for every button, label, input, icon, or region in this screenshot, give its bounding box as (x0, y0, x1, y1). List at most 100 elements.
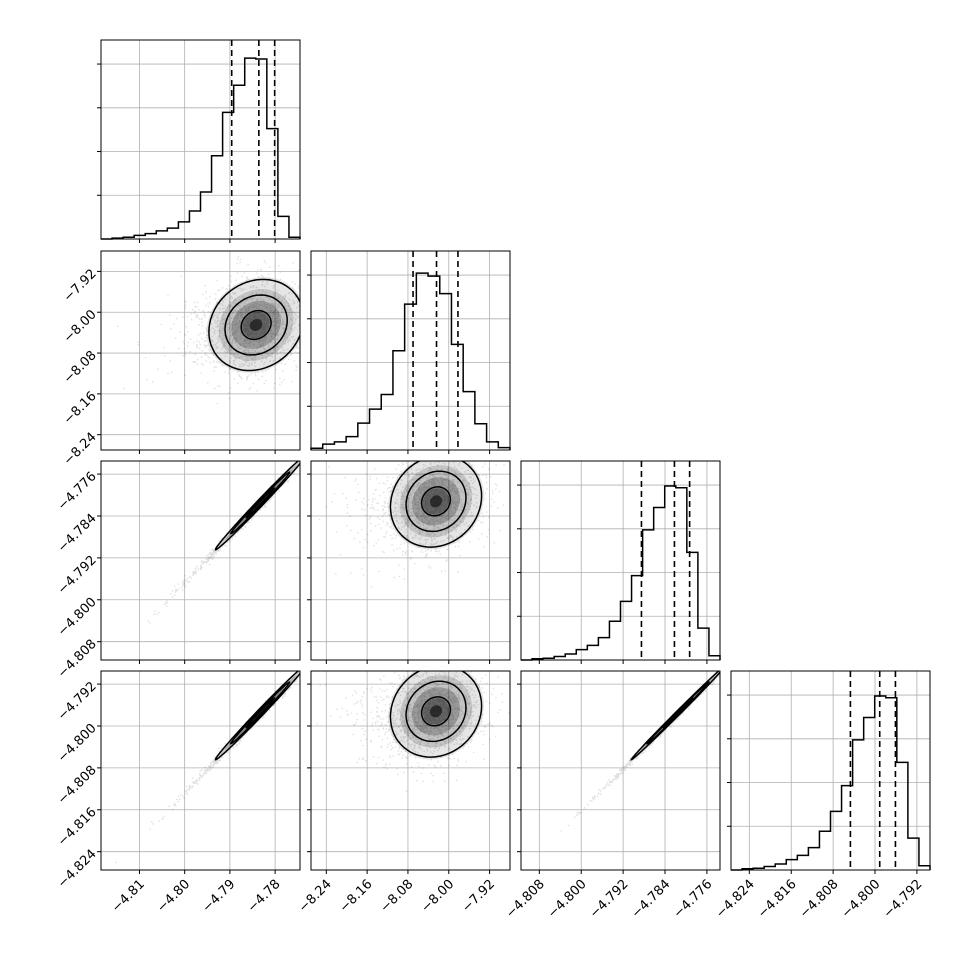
x-tick-label: −4.80 (154, 877, 193, 916)
y-tick-label: −4.824 (55, 847, 100, 892)
contour-1 (230, 471, 291, 535)
y-tick-label: −4.784 (55, 511, 100, 556)
x-tick-label: −4.800 (545, 877, 590, 922)
y-tick-label: −4.792 (55, 553, 100, 598)
scatter-panel-3-1 (307, 670, 511, 874)
grid (521, 461, 720, 660)
x-tick-label: −4.808 (797, 877, 842, 922)
x-tick-label: −4.78 (245, 877, 284, 916)
scatter-panel-3-0 (97, 670, 301, 874)
contour-0 (208, 278, 300, 372)
y-tick-label: −8.16 (61, 389, 100, 428)
x-tick-label: −8.24 (296, 877, 335, 916)
y-tick-label: −4.808 (55, 637, 100, 682)
y-tick-label: −4.808 (55, 763, 100, 808)
scatter-points (116, 256, 300, 405)
contour-0 (629, 671, 720, 761)
y-tick-label: −8.08 (61, 348, 100, 387)
ticks (727, 694, 918, 874)
ticks (517, 484, 708, 664)
histogram-step (101, 57, 301, 240)
contour-0 (214, 671, 300, 761)
y-tick-label: −8.00 (61, 307, 100, 346)
grid (101, 251, 300, 450)
density-level-4 (254, 496, 267, 509)
density (147, 461, 300, 624)
x-tick-label: −4.800 (839, 877, 884, 922)
scatter-panel-1-0 (97, 250, 301, 454)
x-tick-label: −4.784 (629, 877, 674, 922)
contour-0 (389, 461, 483, 548)
density (115, 671, 300, 864)
x-tick-label: −4.79 (200, 877, 239, 916)
x-tick-label: −4.776 (671, 877, 716, 922)
y-tick-label: −4.816 (55, 805, 100, 850)
x-tick-label: −4.824 (713, 877, 758, 922)
panel-frame (520, 460, 721, 661)
panel-frame (100, 250, 301, 451)
grid (311, 671, 510, 870)
x-tick-label: −8.00 (418, 877, 457, 916)
x-tick-label: −8.08 (378, 877, 417, 916)
contour-2 (662, 697, 694, 729)
y-tick-label: −4.800 (55, 721, 100, 766)
y-tick-label: −4.776 (55, 469, 100, 514)
contour-2 (245, 487, 276, 519)
density-level-4 (430, 705, 442, 718)
panel-frame (520, 670, 721, 871)
density-level-4 (254, 706, 267, 719)
ticks (307, 473, 491, 664)
histogram-panel-1 (307, 250, 511, 454)
y-tick-label: −4.792 (55, 679, 100, 724)
density-level-4 (430, 495, 442, 508)
density (560, 671, 720, 832)
x-tick-label: −4.816 (755, 877, 800, 922)
density-level-4 (249, 319, 263, 331)
panel-frame (100, 39, 301, 240)
ticks (97, 63, 276, 243)
scatter-panel-2-0 (97, 460, 301, 664)
density (116, 256, 300, 405)
scatter-panel-3-2 (517, 670, 721, 874)
panel-frame (310, 460, 511, 661)
panel-frame (100, 460, 301, 661)
grid (101, 671, 300, 870)
scatter-panel-2-1 (307, 460, 511, 664)
histogram-panel-3 (727, 670, 931, 874)
panel-frame (310, 670, 511, 871)
x-tick-label: −7.92 (459, 877, 498, 916)
ticks (307, 683, 491, 874)
histogram-step (731, 695, 931, 871)
y-tick-label: −4.800 (55, 595, 100, 640)
density (318, 461, 505, 588)
scatter-points (316, 671, 510, 792)
histogram-panel-0 (97, 39, 301, 243)
y-tick-label: −7.92 (61, 266, 100, 305)
x-tick-label: −4.808 (503, 877, 548, 922)
ticks (307, 274, 491, 454)
contour-1 (645, 681, 710, 745)
x-tick-label: −4.81 (109, 877, 148, 916)
scatter-points (318, 461, 505, 588)
contour-1 (405, 470, 467, 533)
panel-frame (730, 670, 931, 871)
contour-2 (420, 696, 452, 727)
grid (521, 671, 720, 870)
histogram-step (310, 272, 511, 450)
contour-2 (245, 697, 276, 729)
contour-1 (230, 681, 291, 745)
contour-0 (214, 461, 300, 551)
contour-0 (389, 671, 483, 758)
x-tick-label: −8.16 (337, 877, 376, 916)
histogram-step (521, 485, 721, 661)
y-tick-label: −8.24 (61, 430, 100, 469)
contour-2 (420, 486, 452, 517)
panel-frame (310, 250, 511, 451)
contour-1 (405, 680, 467, 743)
contour-1 (224, 294, 288, 356)
x-tick-label: −4.792 (587, 877, 632, 922)
ticks (97, 683, 276, 874)
density (316, 671, 510, 792)
x-tick-label: −4.792 (881, 877, 926, 922)
